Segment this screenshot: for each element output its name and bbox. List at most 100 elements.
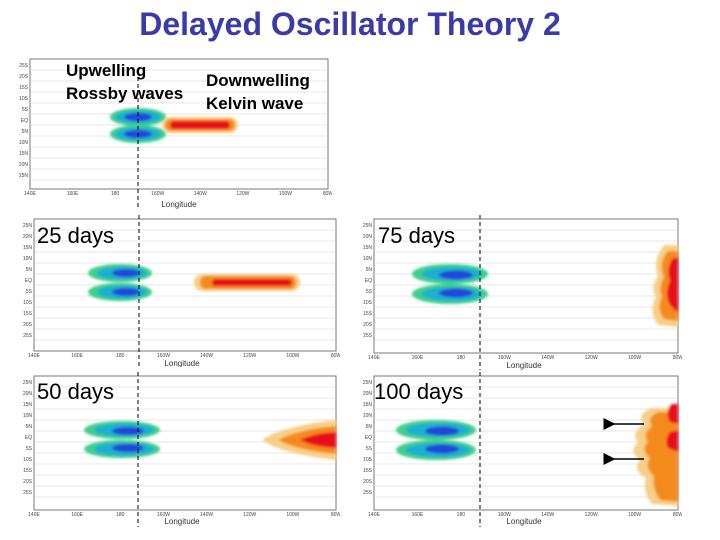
y-tick-label: 15S [23,311,33,317]
y-tick-label: 5S [366,289,373,295]
y-tick-labels: 25S 20S 15S 10S 5S EQ 5N 10N 15N 20N 25N [19,63,29,179]
caption-100-days: 100 days [374,379,464,404]
x-tick-label: 120W [236,191,249,197]
x-tick-label: 160E [71,512,83,518]
rossby-lobes [88,264,152,301]
x-tick-label: 100W [628,512,641,518]
x-tick-label: 120W [243,353,256,359]
x-tick-label: 100W [286,353,299,359]
y-tick-label: 20S [363,479,373,485]
kelvin-wave [162,117,238,133]
y-tick-label: 5N [22,129,29,135]
plot-area [373,218,679,354]
y-tick-label: 15S [23,468,33,474]
x-tick-label: 160W [498,512,511,518]
y-tick-label: 15N [19,151,29,157]
y-tick-label: 25N [19,173,29,179]
x-tick-label: 140W [541,512,554,518]
y-tick-label: 15N [363,245,373,251]
x-tick-label: 100W [628,355,641,361]
y-tick-label: 5N [26,267,33,273]
rossby-lobes [412,264,488,304]
rossby-lobes [110,108,166,143]
y-tick-label: EQ [365,435,372,441]
x-tick-label: 180 [457,512,466,518]
x-tick-label: 140E [368,512,380,518]
y-tick-label: 10S [363,300,373,306]
x-tick-label: 180 [116,512,125,518]
x-tick-label: 80W [673,512,682,518]
x-tick-label: 120W [243,512,256,518]
y-tick-label: EQ [25,278,32,284]
label-upwelling: Upwelling [66,61,147,80]
y-tick-label: 5N [366,267,373,273]
y-tick-label: 10N [363,256,373,262]
x-tick-labels: 140E 160E 180 160W 140W 120W 100W 80W [368,355,682,361]
x-tick-labels: 140E 160E 180 160W 140W 120W 100W 80W [28,512,340,518]
panel-75-days: 25N 20N 15N 10N 5N EQ 5S 10S 15S 20S 25S 140E 160E 1… [352,215,682,370]
y-tick-label: 25N [363,223,373,229]
x-tick-label: 180 [116,353,125,359]
x-axis-label: Longitude [161,200,197,209]
x-tick-label: 120W [585,512,598,518]
y-tick-label: 20N [23,234,33,240]
x-tick-label: 80W [331,353,340,359]
y-tick-label: 15S [363,311,373,317]
x-tick-label: 160W [157,353,170,359]
x-tick-label: 140E [368,355,380,361]
y-tick-label: 20N [23,391,33,397]
y-tick-labels: 25N 20N 15N 10N 5N EQ 5S 10S 15S 20S 25S [23,223,33,339]
y-tick-label: 5N [26,424,33,430]
y-tick-label: 10N [19,140,29,146]
y-tick-label: 5N [366,424,373,430]
kelvin-wave-at-coast [262,420,336,460]
y-tick-label: 5S [26,446,33,452]
y-tick-label: 15N [23,402,33,408]
y-tick-label: 10N [23,256,33,262]
panel-initial: 25S 20S 15S 10S 5S EQ 5N 10N 15N 20N 25N 140E 160E 1… [12,55,332,210]
reflected-rossby-waves [633,404,678,506]
caption-50-days: 50 days [37,379,115,404]
label-downwelling: Downwelling [206,71,310,90]
y-tick-label: 25S [23,490,33,496]
y-tick-label: 10N [23,413,33,419]
y-tick-label: 20S [23,479,33,485]
x-tick-label: 100W [286,512,299,518]
x-tick-label: 160E [412,512,424,518]
y-tick-label: 15S [363,468,373,474]
x-tick-label: 180 [457,355,466,361]
reflected-coastal-wave [652,245,678,327]
x-tick-label: 80W [673,355,682,361]
x-tick-label: 140W [541,355,554,361]
panel-25-days: 25N 20N 15N 10N 5N EQ 5S 10S 15S 20S 25S 140E 160E 1… [12,215,340,367]
y-tick-label: 15N [23,245,33,251]
x-tick-label: 140E [24,191,36,197]
x-tick-label: 140W [194,191,207,197]
label-kelvin-wave: Kelvin wave [206,94,304,113]
y-tick-label: 10S [23,300,33,306]
x-tick-label: 160E [71,353,83,359]
x-tick-labels: 140E 160E 180 160W 140W 120W 100W 80W [368,512,682,518]
x-tick-labels: 140E 160E 180 160W 140W 120W 100W 80W [24,191,332,197]
x-tick-label: 160E [412,355,424,361]
caption-75-days: 75 days [378,223,456,248]
y-tick-label: 20N [363,234,373,240]
y-tick-label: 25N [363,380,373,386]
x-tick-label: 160E [67,191,79,197]
x-tick-label: 180 [111,191,120,197]
y-tick-label: 10N [363,413,373,419]
x-tick-label: 80W [331,512,340,518]
y-tick-label: 25S [363,490,373,496]
y-tick-label: 15N [363,402,373,408]
x-tick-label: 140W [200,512,213,518]
rossby-lobes [84,421,160,458]
x-tick-label: 160W [157,512,170,518]
panel-50-days: 25N 20N 15N 10N 5N EQ 5S 10S 15S 20S 25S 140E 160E 1… [12,372,340,527]
x-axis-label: Longitude [164,359,200,367]
y-tick-labels: 25N 20N 15N 10N 5N EQ 5S 10S 15S 20S 25S [363,223,373,339]
slide-title: Delayed Oscillator Theory 2 [139,6,561,42]
